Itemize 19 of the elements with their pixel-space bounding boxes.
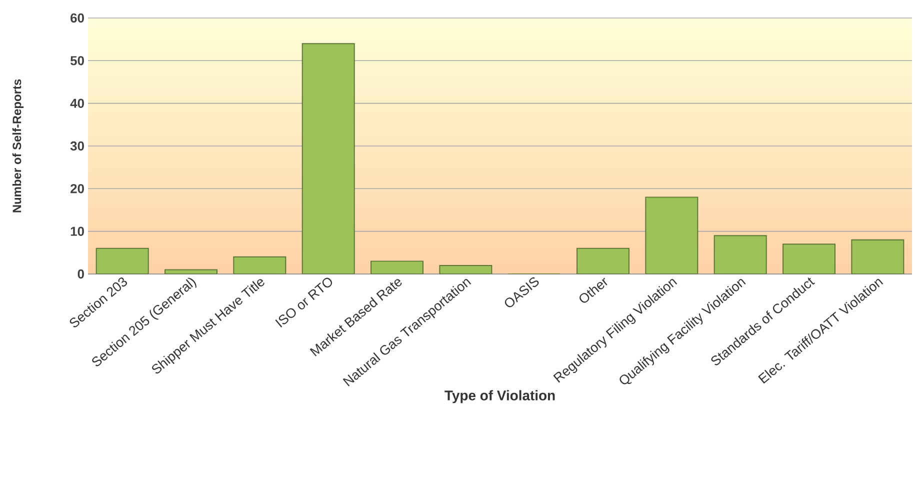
bar — [851, 239, 904, 274]
bar — [371, 261, 424, 274]
bar — [302, 43, 355, 274]
bar — [645, 196, 698, 274]
bar — [782, 244, 836, 274]
y-tick-label: 60 — [70, 13, 84, 23]
x-tick-label: ISO or RTO — [275, 278, 332, 328]
y-tick-label: 50 — [70, 56, 84, 66]
y-tick-label: 30 — [70, 141, 84, 151]
x-axis-title: Type of Violation — [444, 390, 555, 404]
y-tick-label: 10 — [70, 226, 84, 236]
bar — [576, 248, 630, 274]
y-axis-title: Number of Self-Reports — [12, 79, 24, 212]
y-tick-label: 40 — [70, 98, 84, 108]
bar — [714, 235, 767, 274]
y-tick-label: 20 — [70, 184, 84, 194]
bar — [96, 248, 149, 274]
bar — [233, 256, 286, 274]
y-tick-label: 0 — [78, 269, 84, 279]
